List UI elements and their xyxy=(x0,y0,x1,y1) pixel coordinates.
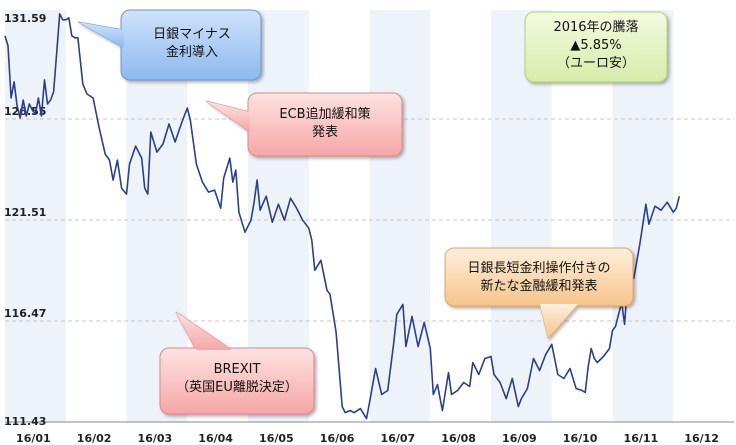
callout-yearly-change xyxy=(524,11,668,83)
x-tick-label: 16/12 xyxy=(684,432,719,445)
x-tick-label: 16/04 xyxy=(198,432,233,445)
x-tick-label: 16/11 xyxy=(624,432,659,445)
y-tick-label: 131.59 xyxy=(4,12,46,25)
x-tick-label: 16/08 xyxy=(441,432,476,445)
month-band xyxy=(5,10,66,422)
callout-boj-yield-curve xyxy=(444,247,634,340)
x-tick-label: 16/07 xyxy=(381,432,416,445)
x-tick-label: 16/05 xyxy=(259,432,294,445)
x-tick-label: 16/06 xyxy=(320,432,355,445)
x-tick-label: 16/10 xyxy=(563,432,598,445)
callout-boj-yield-curve-text: 日銀長短金利操作付きの 新たな金融緩和発表 xyxy=(467,261,611,294)
callout-boj-negative-rate-text: 日銀マイナス 金利導入 xyxy=(153,27,231,60)
y-tick-label: 111.43 xyxy=(4,415,46,428)
callout-ecb-easing xyxy=(205,92,403,157)
callout-boj-negative-rate xyxy=(77,9,262,81)
month-band xyxy=(369,10,431,422)
y-tick-label: 121.51 xyxy=(4,206,46,219)
series-line xyxy=(4,13,681,420)
callout-yearly-change-text: 2016年の騰落 ▲5.85% （ユーロ安） xyxy=(553,20,639,71)
callout-brexit-text: BREXIT （英国EU離脱決定） xyxy=(176,362,298,395)
x-tick-label: 16/03 xyxy=(138,432,173,445)
callout-ecb-easing-text: ECB追加緩和策 発表 xyxy=(279,107,371,140)
x-tick-label: 16/09 xyxy=(502,432,537,445)
y-tick-label: 116.47 xyxy=(4,307,46,320)
x-tick-label: 16/01 xyxy=(16,432,51,445)
callout-brexit xyxy=(159,311,315,415)
x-tick-label: 16/02 xyxy=(77,432,112,445)
